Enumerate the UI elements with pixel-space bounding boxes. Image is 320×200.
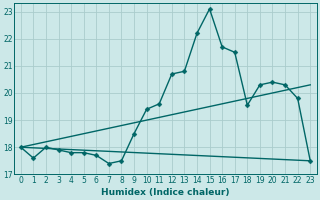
X-axis label: Humidex (Indice chaleur): Humidex (Indice chaleur): [101, 188, 230, 197]
